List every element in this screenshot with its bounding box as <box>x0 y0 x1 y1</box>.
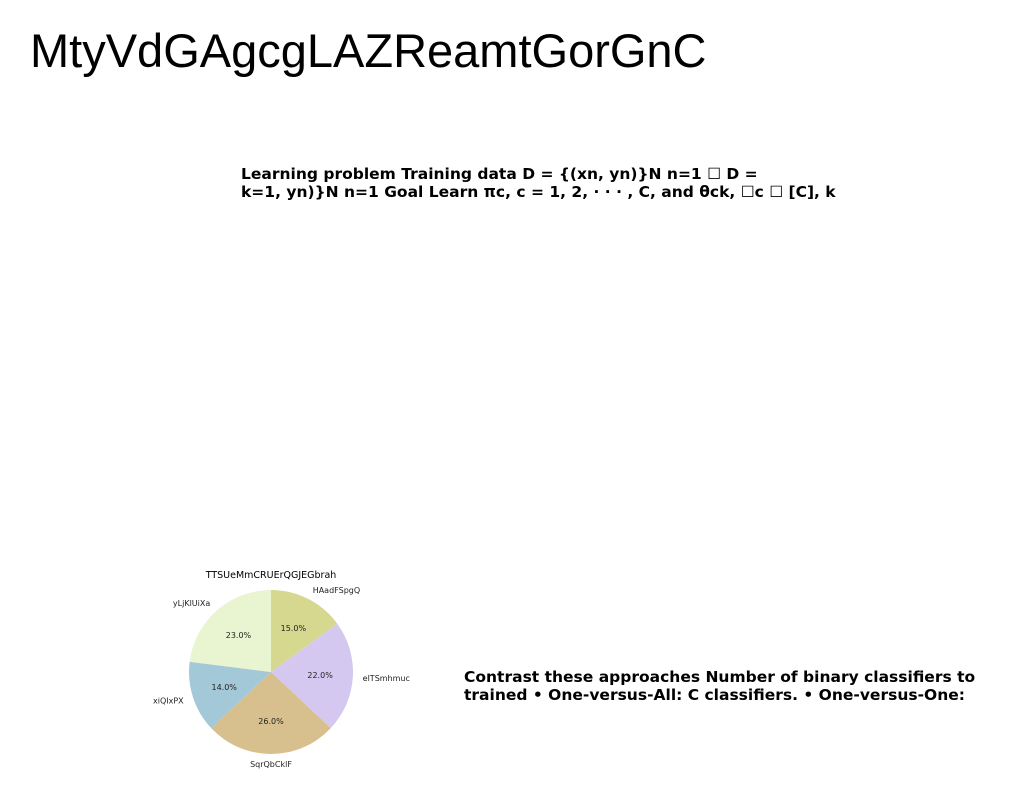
paragraph-line: Contrast these approaches Number of bina… <box>464 668 976 686</box>
pie-chart-canvas: TTSUeMmCRUErQGJEGbrah 15.0% 22.0% 26.0% 14.… <box>153 570 410 769</box>
pie-category-label: yLjKlUiXa <box>173 599 210 608</box>
pie-percent-label: 22.0% <box>307 671 333 680</box>
pie-percent-label: 26.0% <box>258 717 284 726</box>
paragraph-line: k=1, yn)}N n=1 Goal Learn πc, c = 1, 2, … <box>241 183 836 201</box>
pie-percent-label: 23.0% <box>226 631 252 640</box>
pie-percent-label: 14.0% <box>211 683 237 692</box>
paragraph-line: trained • One-versus-All: C classifiers.… <box>464 686 965 704</box>
contrast-approaches-paragraph: Contrast these approaches Number of bina… <box>464 668 975 704</box>
chart-title: TTSUeMmCRUErQGJEGbrah <box>205 570 337 581</box>
pie-category-labels: HAadFSpgQ elTSmhmuc SqrQbCklF xiQIxPX yLjKlU… <box>153 586 410 769</box>
paragraph-line: Learning problem Training data D = {(xn,… <box>241 165 758 183</box>
pie-percent-labels: 15.0% 22.0% 26.0% 14.0% 23.0% <box>211 624 333 726</box>
pie-slice-SqrQbCklF <box>211 672 331 755</box>
pie-slice-elTSmhmuc <box>271 623 354 729</box>
pie-category-label: elTSmhmuc <box>363 674 410 683</box>
pie-slice-xiQIxPX <box>189 661 271 729</box>
learning-problem-paragraph: Learning problem Training data D = {(xn,… <box>241 165 836 201</box>
pie-slice-HAadFSpgQ <box>271 590 338 672</box>
pie-slices <box>189 590 354 755</box>
pie-category-label: xiQIxPX <box>153 696 184 705</box>
pie-category-label: HAadFSpgQ <box>313 586 360 595</box>
page-title: MtyVdGAgcgLAZReamtGorGnC <box>30 24 707 77</box>
pie-category-label: SqrQbCklF <box>250 760 292 769</box>
pie-percent-label: 15.0% <box>281 624 307 633</box>
pie-slice-yLjKlUiXa <box>189 590 271 672</box>
pie-chart: TTSUeMmCRUErQGJEGbrah 15.0% 22.0% 26.0% 14.… <box>120 562 450 777</box>
